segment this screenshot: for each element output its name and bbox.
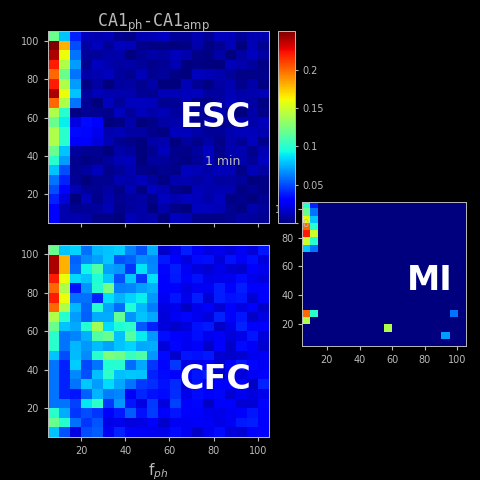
Text: 1 min: 1 min: [205, 155, 240, 168]
Text: ESC: ESC: [180, 101, 251, 134]
Text: MI: MI: [407, 264, 453, 297]
Text: CA1$_{\sf ph}$-CA1$_{\sf amp}$: CA1$_{\sf ph}$-CA1$_{\sf amp}$: [97, 12, 210, 35]
X-axis label: f$_{ph}$: f$_{ph}$: [148, 461, 168, 480]
Text: CFC: CFC: [179, 363, 251, 396]
